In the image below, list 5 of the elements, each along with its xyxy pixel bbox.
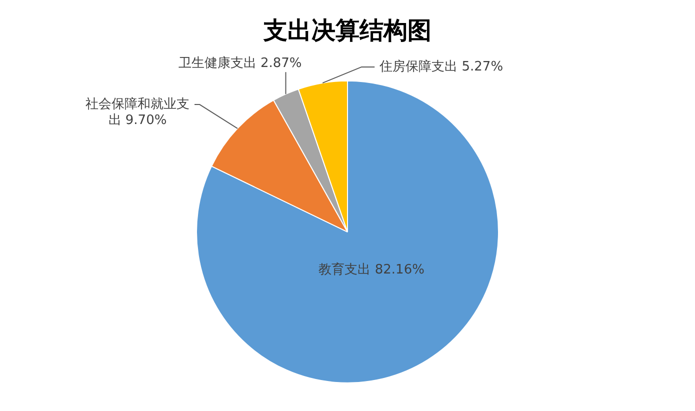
chart-title: 支出决算结构图 — [262, 16, 432, 45]
slice-label: 社会保障和就业支出 9.70% — [85, 96, 190, 128]
slice-label: 住房保障支出 5.27% — [378, 58, 504, 74]
slice-label: 教育支出 82.16% — [318, 262, 424, 278]
slice-label: 卫生健康支出 2.87% — [178, 56, 302, 71]
